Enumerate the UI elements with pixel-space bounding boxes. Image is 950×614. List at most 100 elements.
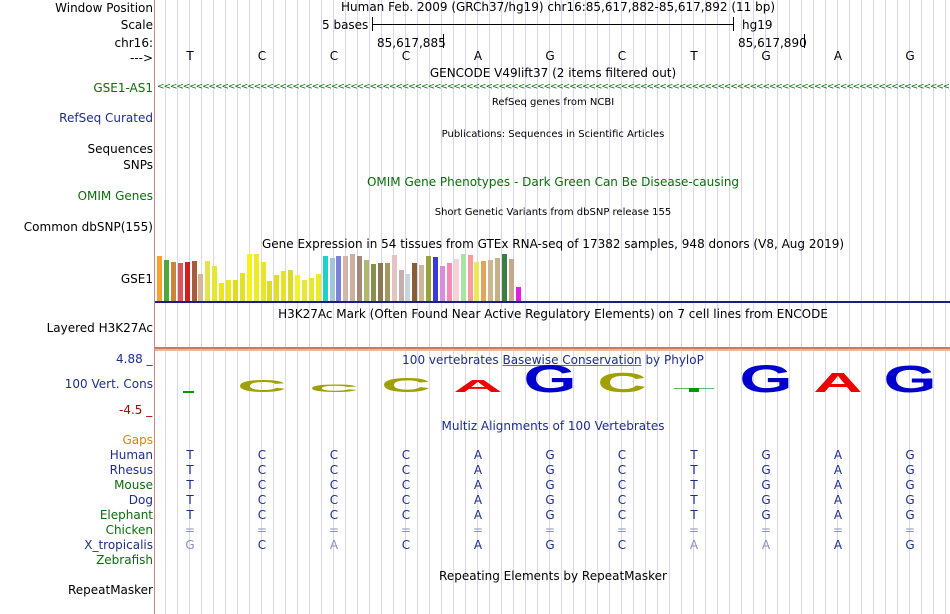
- gtex-tissue-bar[interactable]: [460, 254, 466, 301]
- gtex-tissue-bar[interactable]: [439, 266, 445, 301]
- gtex-tissue-bar[interactable]: [274, 275, 280, 301]
- gtex-tissue-bar[interactable]: [157, 256, 162, 301]
- grid-line: [609, 0, 610, 614]
- omim-label[interactable]: OMIM Genes: [77, 189, 153, 203]
- gtex-tissue-bar[interactable]: [495, 258, 501, 301]
- gtex-tissue-bar[interactable]: [308, 278, 314, 301]
- phylop-label[interactable]: 100 Vert. Cons: [64, 377, 153, 391]
- gtex-tissue-bar[interactable]: [508, 259, 514, 301]
- phylop-title[interactable]: 100 vertebrates Basewise Conservation by…: [157, 353, 949, 367]
- repeatmasker-title[interactable]: Repeating Elements by RepeatMasker: [439, 569, 667, 583]
- h3k27ac-title[interactable]: H3K27Ac Mark (Often Found Near Active Re…: [278, 307, 828, 321]
- gtex-tissue-bar[interactable]: [364, 260, 369, 301]
- gtex-tissue-bar[interactable]: [219, 283, 225, 301]
- gtex-tissue-bar[interactable]: [398, 270, 404, 301]
- multiz-base: G: [761, 448, 771, 462]
- gtex-tissue-bar[interactable]: [433, 257, 438, 301]
- snps-label[interactable]: SNPs: [123, 158, 153, 172]
- gtex-tissue-bar[interactable]: [232, 280, 238, 301]
- gtex-tissue-bar[interactable]: [357, 256, 363, 301]
- grid-line: [669, 0, 670, 614]
- h3k27ac-signal-line-2: [155, 349, 950, 351]
- gtex-tissue-bar[interactable]: [184, 262, 190, 301]
- gtex-tissue-bar[interactable]: [453, 259, 459, 301]
- gtex-tissue-bar[interactable]: [370, 264, 376, 301]
- multiz-title[interactable]: Multiz Alignments of 100 Vertebrates: [441, 419, 665, 433]
- gtex-tissue-bar[interactable]: [246, 254, 252, 301]
- gtex-tissue-bar[interactable]: [502, 254, 507, 301]
- gtex-tissue-bar[interactable]: [226, 280, 231, 301]
- multiz-species-label[interactable]: Human: [109, 448, 153, 462]
- gtex-tissue-bar[interactable]: [239, 273, 245, 301]
- gtex-title[interactable]: Gene Expression in 54 tissues from GTEx …: [261, 237, 845, 251]
- multiz-species-label[interactable]: Rhesus: [109, 463, 153, 477]
- gtex-tissue-bar[interactable]: [163, 260, 169, 301]
- grid-line: [309, 0, 310, 614]
- gtex-tissue-bar[interactable]: [260, 262, 266, 301]
- reference-base: C: [329, 49, 339, 63]
- multiz-base: A: [473, 538, 483, 552]
- phylop-title-link[interactable]: Basewise Conservation: [502, 353, 642, 367]
- refseq-title[interactable]: RefSeq genes from NCBI: [491, 97, 615, 108]
- gtex-tissue-bar[interactable]: [301, 280, 307, 301]
- gtex-tissue-bar[interactable]: [343, 256, 349, 301]
- gtex-tissue-bar[interactable]: [253, 254, 259, 301]
- gtex-tissue-bar[interactable]: [481, 261, 487, 301]
- gtex-tissue-bar[interactable]: [412, 263, 418, 301]
- gtex-tissue-bar[interactable]: [405, 274, 411, 301]
- gtex-tissue-bar[interactable]: [426, 256, 432, 301]
- gtex-tissue-bar[interactable]: [467, 255, 473, 301]
- gtex-tissue-bar[interactable]: [267, 281, 273, 301]
- gtex-tissue-bar[interactable]: [198, 274, 204, 301]
- gtex-tissue-bar[interactable]: [350, 254, 356, 301]
- gtex-tissue-bar[interactable]: [336, 256, 342, 301]
- gtex-tissue-bar[interactable]: [322, 256, 328, 301]
- multiz-gaps-label[interactable]: Gaps: [122, 433, 153, 447]
- gtex-tissue-bar[interactable]: [205, 261, 211, 301]
- publications-title[interactable]: Publications: Sequences in Scientific Ar…: [441, 129, 665, 140]
- gtex-tissue-bar[interactable]: [446, 263, 452, 301]
- multiz-species-label[interactable]: Zebrafish: [96, 553, 153, 567]
- h3k27ac-label[interactable]: Layered H3K27Ac: [46, 321, 153, 335]
- gtex-gene-label[interactable]: GSE1: [120, 272, 153, 286]
- gtex-tissue-bar[interactable]: [419, 265, 425, 301]
- gtex-tissue-bar[interactable]: [191, 261, 197, 301]
- multiz-species-label[interactable]: Mouse: [114, 478, 153, 492]
- gtex-tissue-bar[interactable]: [391, 255, 397, 301]
- dbsnp-title[interactable]: Short Genetic Variants from dbSNP releas…: [434, 207, 672, 218]
- gtex-tissue-bar[interactable]: [177, 263, 183, 301]
- gencode-title[interactable]: GENCODE V49lift37 (2 items filtered out): [429, 66, 677, 80]
- multiz-species-label[interactable]: Chicken: [105, 523, 153, 537]
- grid-line: [801, 0, 802, 614]
- gencode-item-label[interactable]: GSE1-AS1: [93, 81, 153, 95]
- gtex-tissue-bar[interactable]: [384, 263, 390, 301]
- label-divider: [154, 0, 155, 614]
- multiz-base: C: [617, 508, 627, 522]
- grid-line: [645, 0, 646, 614]
- grid-line: [825, 0, 826, 614]
- dbsnp-label[interactable]: Common dbSNP(155): [23, 220, 153, 234]
- gtex-tissue-bar[interactable]: [281, 271, 287, 301]
- gtex-tissue-bar[interactable]: [377, 263, 383, 301]
- gtex-bar-chart[interactable]: [157, 254, 557, 301]
- refseq-label[interactable]: RefSeq Curated: [59, 111, 153, 125]
- omim-title[interactable]: OMIM Gene Phenotypes - Dark Green Can Be…: [366, 175, 740, 189]
- gtex-tissue-bar[interactable]: [295, 275, 300, 301]
- gtex-tissue-bar[interactable]: [474, 262, 480, 301]
- gtex-tissue-bar[interactable]: [212, 266, 218, 301]
- gencode-gene-feature[interactable]: <<<<<<<<<<<<<<<<<<<<<<<<<<<<<<<<<<<<<<<<…: [157, 82, 949, 92]
- multiz-species-label[interactable]: Dog: [128, 493, 153, 507]
- gtex-tissue-bar[interactable]: [288, 270, 294, 301]
- gtex-tissue-bar[interactable]: [488, 260, 494, 301]
- multiz-species-label[interactable]: Elephant: [99, 508, 153, 522]
- gtex-tissue-bar[interactable]: [170, 262, 176, 301]
- multiz-species-label[interactable]: X_tropicalis: [84, 538, 153, 552]
- publications-label[interactable]: Sequences: [87, 142, 153, 156]
- gtex-tissue-bar[interactable]: [515, 287, 521, 301]
- repeatmasker-label[interactable]: RepeatMasker: [67, 583, 153, 597]
- grid-line: [705, 0, 706, 614]
- gtex-tissue-bar[interactable]: [315, 274, 321, 301]
- multiz-base: =: [544, 523, 556, 537]
- gtex-tissue-bar[interactable]: [329, 258, 335, 301]
